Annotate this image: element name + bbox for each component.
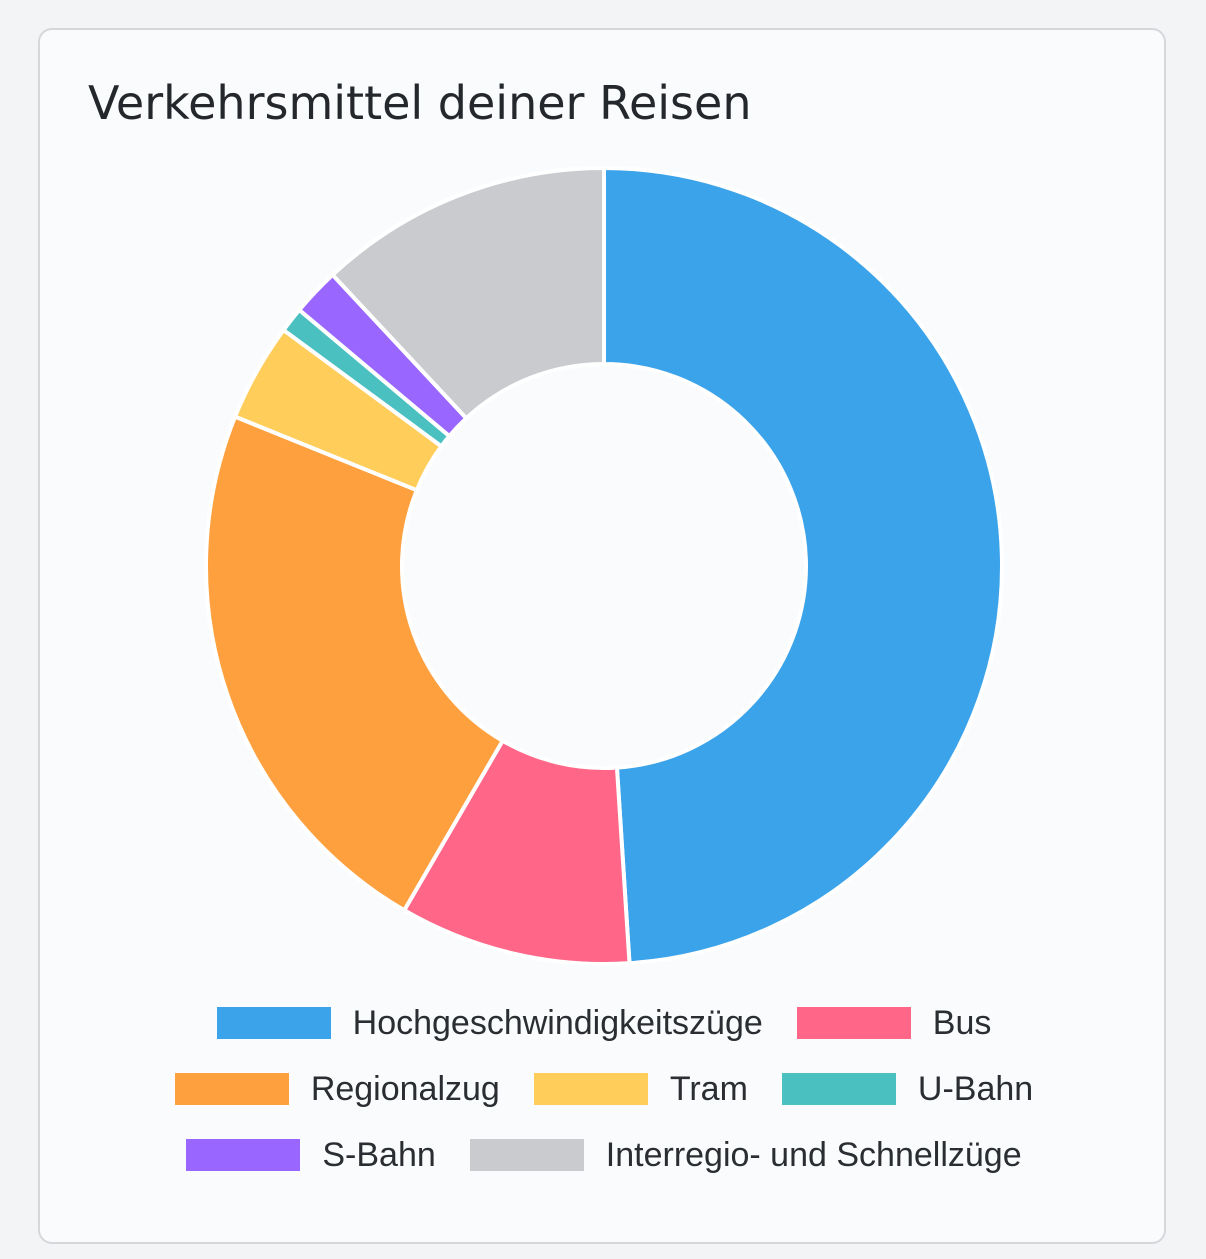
legend-item[interactable]: Hochgeschwindigkeitszüge [216,1003,763,1043]
legend-swatch [781,1073,896,1105]
legend-swatch [186,1139,301,1171]
chart-legend: Hochgeschwindigkeitszüge Bus Regionalzug Tr… [40,990,1168,1188]
legend-item[interactable]: Regionalzug [174,1069,500,1109]
legend-label: Tram [669,1069,748,1108]
legend-item[interactable]: Bus [796,1003,992,1043]
chart-card: Verkehrsmittel deiner Reisen Hochgeschwi… [38,28,1166,1244]
legend-item[interactable]: Interregio- und Schnellzüge [469,1135,1022,1175]
donut-slice-regionalzug[interactable] [204,414,505,913]
donut-slice-interregio-und-schnellzüge[interactable] [330,166,606,421]
legend-swatch [796,1007,911,1039]
donut-slice-hochgeschwindigkeitszüge[interactable] [602,166,1004,966]
legend-label: U-Bahn [917,1069,1034,1108]
legend-label: S-Bahn [322,1135,436,1174]
legend-label: Hochgeschwindigkeitszüge [352,1003,763,1042]
legend-row: Hochgeschwindigkeitszüge Bus [40,990,1168,1056]
legend-label: Regionalzug [310,1069,500,1108]
legend-row: S-Bahn Interregio- und Schnellzüge [40,1122,1168,1188]
legend-label: Interregio- und Schnellzüge [605,1135,1022,1174]
legend-swatch [174,1073,289,1105]
legend-item[interactable]: U-Bahn [781,1069,1034,1109]
legend-item[interactable]: S-Bahn [186,1135,436,1175]
donut-chart [204,166,1004,966]
chart-title: Verkehrsmittel deiner Reisen [88,76,752,130]
legend-swatch [469,1139,584,1171]
legend-item[interactable]: Tram [533,1069,748,1109]
legend-row: Regionalzug Tram U-Bahn [40,1056,1168,1122]
legend-swatch [533,1073,648,1105]
legend-swatch [216,1007,331,1039]
legend-label: Bus [932,1003,992,1042]
